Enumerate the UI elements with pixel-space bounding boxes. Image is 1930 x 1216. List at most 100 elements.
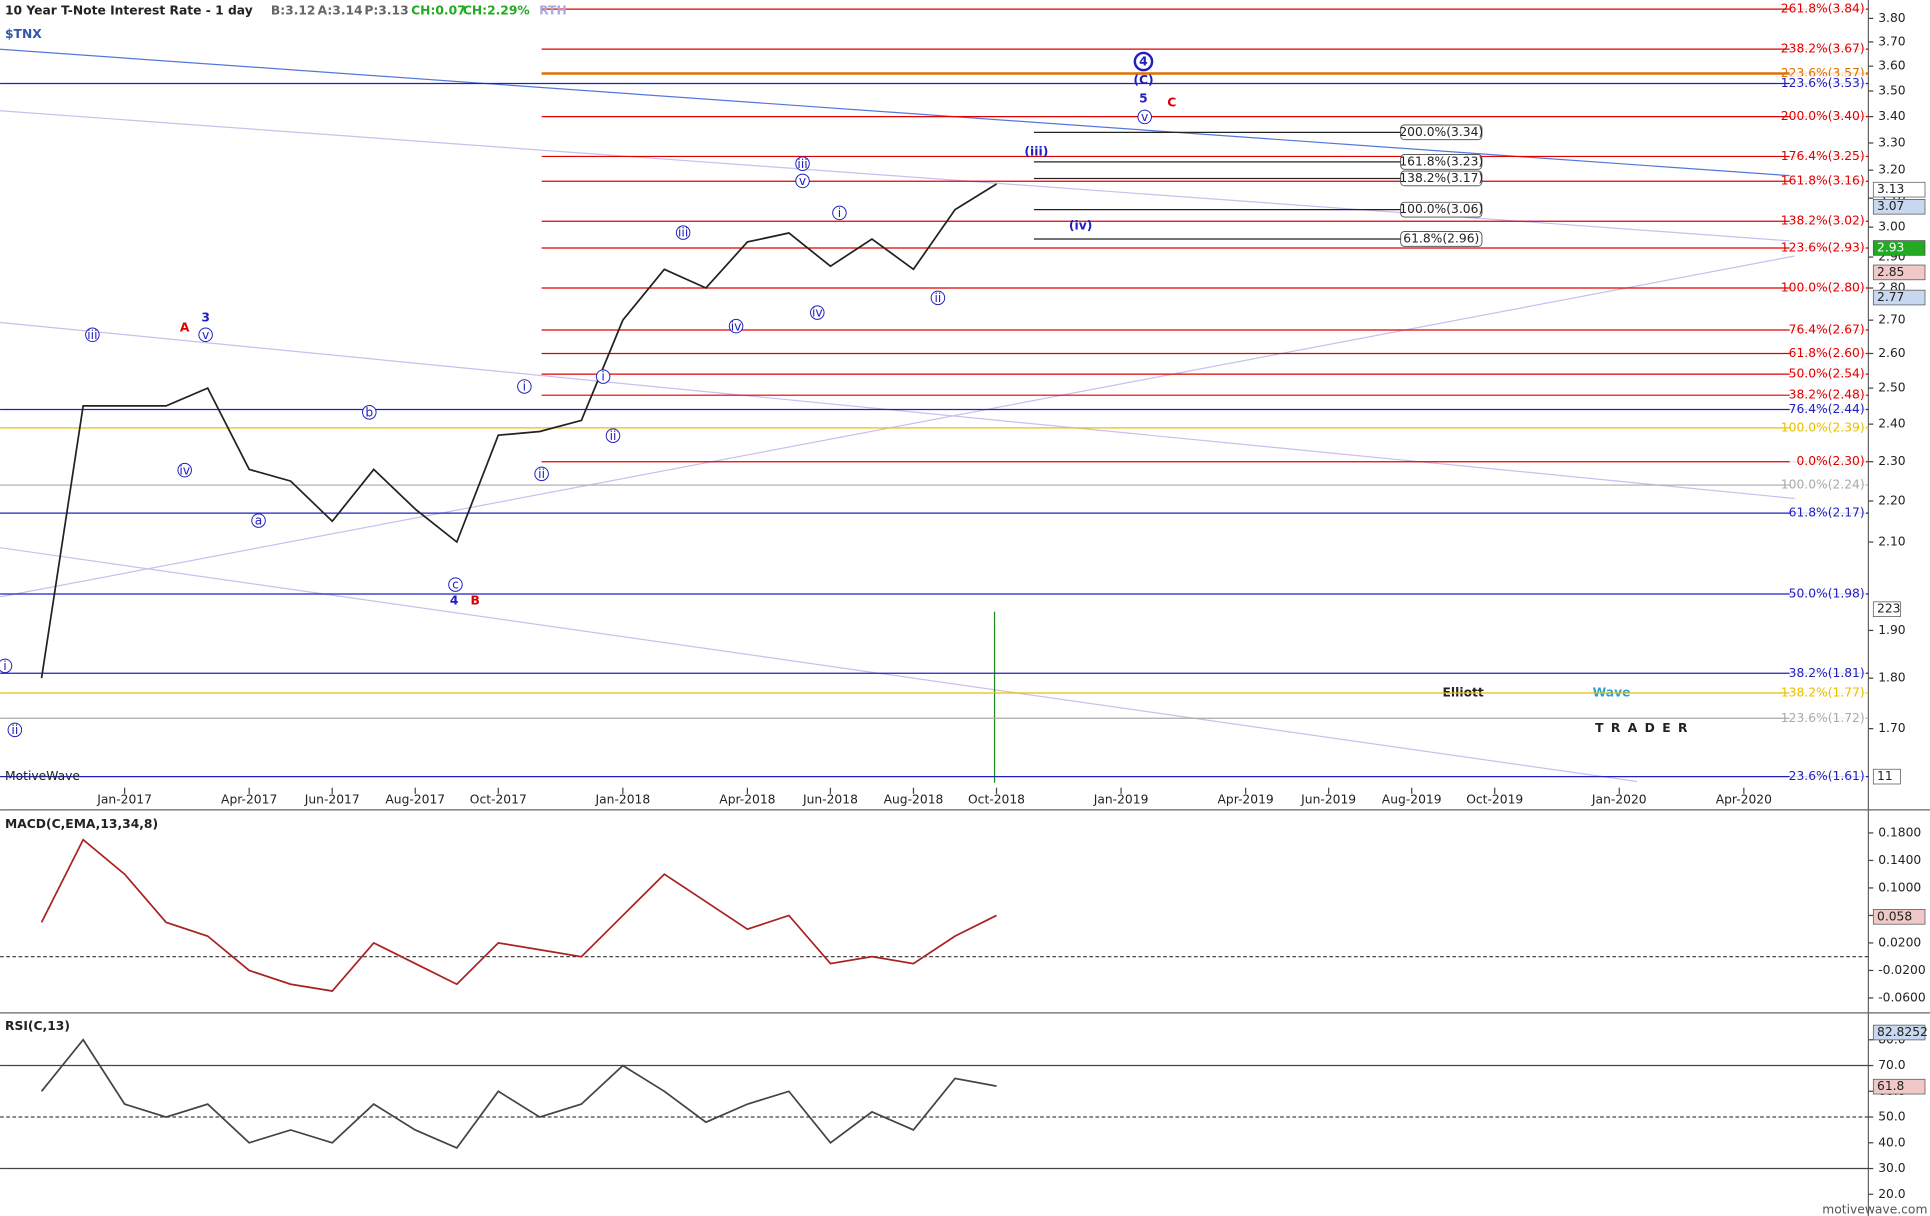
y-tick-label: 0.1400 (1878, 853, 1921, 867)
data-line (40, 1038, 997, 1150)
volume-badge: 11 (1877, 769, 1893, 783)
projection-box (1400, 124, 1483, 141)
price-badge: 61.8 (1877, 1079, 1904, 1093)
wave-label: iii (87, 328, 97, 342)
wave-label: ii (11, 723, 18, 737)
y-tick-label: 2.50 (1878, 381, 1905, 395)
x-tick-label: Jun-2018 (802, 792, 858, 806)
fib-label: 138.2%(1.77) (1781, 685, 1865, 699)
trend-line (0, 255, 1795, 598)
x-tick-label: Apr-2019 (1218, 792, 1274, 806)
y-tick-label: 2.10 (1878, 535, 1905, 549)
volume-badge-bg (1872, 768, 1901, 785)
wave-label: ii (610, 429, 617, 443)
wave-label: i (601, 370, 604, 384)
price-badge-bg (1872, 181, 1926, 198)
x-tick-label: Aug-2018 (884, 792, 944, 806)
wave-circle (728, 318, 744, 334)
y-tick-label: 1.80 (1878, 671, 1905, 685)
wave-circle (795, 173, 810, 189)
fib-label: 123.6%(2.93) (1781, 240, 1865, 254)
projection-label: 200.0%(3.34) (1399, 125, 1483, 139)
fib-label-bg (1789, 454, 1866, 470)
fib-label: 76.4%(2.44) (1789, 402, 1865, 416)
data-line (40, 838, 997, 992)
data-line (40, 183, 997, 679)
fib-label: 123.6%(3.53) (1781, 76, 1865, 90)
wave-label: c (452, 578, 459, 592)
y-tick-label: 3.30 (1878, 135, 1905, 149)
price-badge-bg (1872, 289, 1926, 306)
x-tick-label: Jan-2020 (1591, 792, 1647, 806)
x-tick-label: Apr-2020 (1716, 792, 1772, 806)
price-badge: 2.93 (1877, 240, 1904, 254)
wave-circle (832, 205, 847, 221)
wave-label: a (255, 514, 263, 528)
fib-label-bg (1789, 586, 1866, 602)
fib-label: 50.0%(1.98) (1789, 587, 1865, 601)
source-label: MotiveWave (5, 769, 80, 783)
y-tick-label: 20.0 (1878, 1187, 1905, 1201)
price-badge: 2.77 (1877, 290, 1904, 304)
wave-label: v (1141, 110, 1148, 124)
panel-title: MACD(C,EMA,13,34,8) (5, 817, 158, 831)
fib-label: 238.2%(3.67) (1781, 42, 1865, 56)
x-tick-label: Jan-2018 (594, 792, 650, 806)
price-badge-bg (1872, 909, 1926, 925)
wave-label: ii (935, 291, 942, 305)
fib-label: 38.2%(1.81) (1789, 666, 1865, 680)
y-tick-label: 3.60 (1878, 59, 1905, 73)
wave-label: b (365, 405, 373, 419)
fib-label-bg (1789, 420, 1866, 436)
fib-label: 161.8%(3.16) (1781, 174, 1865, 188)
x-tick-label: Aug-2017 (385, 792, 445, 806)
wave-label: (iii) (1024, 144, 1048, 158)
y-tick-label: 0.1800 (1878, 825, 1921, 839)
x-tick-label: Oct-2018 (968, 792, 1025, 806)
wave-label: C (1167, 95, 1176, 109)
wave-label: i (523, 380, 526, 394)
trend-lines (0, 48, 1795, 783)
fib-label: 100.0%(2.24) (1781, 478, 1865, 492)
wave-label: iii (797, 157, 807, 171)
fib-label-bg (1789, 76, 1866, 91)
price-badge-bg (1872, 198, 1926, 215)
x-tick-label: Oct-2017 (470, 792, 527, 806)
wave-label: i (3, 659, 6, 673)
volume-badge-bg (1872, 601, 1901, 617)
price-badge: 3.07 (1877, 199, 1904, 213)
x-tick-label: Jun-2017 (304, 792, 360, 806)
fib-label: 176.4%(3.25) (1781, 149, 1865, 163)
wave-label: v (799, 174, 806, 188)
price-badge: 3.13 (1877, 182, 1904, 196)
fib-label-bg (1789, 665, 1866, 681)
price-badge-bg (1872, 1024, 1926, 1041)
wave-circle (0, 658, 13, 674)
y-tick-label: 3.00 (1878, 220, 1905, 234)
trend-line (0, 48, 1795, 177)
quote-field: P:3.13 (364, 4, 408, 18)
projection-box (1400, 231, 1483, 247)
y-tick-label: 3.20 (1878, 163, 1905, 177)
fib-label: 200.0%(3.40) (1781, 109, 1865, 123)
fib-label: 61.8%(2.17) (1789, 506, 1865, 520)
price-badge: 0.058 (1877, 909, 1912, 923)
projection-label: 138.2%(3.17) (1399, 171, 1483, 185)
x-tick-label: Jan-2017 (96, 792, 152, 806)
y-tick-label: 2.60 (1878, 346, 1905, 360)
fib-label: 138.2%(3.02) (1781, 214, 1865, 228)
fib-label: 23.6%(1.61) (1789, 769, 1865, 783)
wave-circle (362, 405, 377, 420)
chart-subtitle: 10 Year T-Note Interest Rate - 1 day (5, 4, 253, 18)
wave-circle (605, 428, 621, 443)
trend-line (0, 547, 1638, 783)
y-tick-label: 3.40 (1878, 109, 1905, 123)
chart-title: $TNX (5, 27, 42, 41)
logo: Elliott Wave TRADER (1443, 685, 1688, 735)
projection-box (1400, 201, 1483, 218)
fib-label-bg (1789, 1, 1866, 17)
wave-label: A (180, 320, 190, 334)
fib-label-bg (1789, 280, 1866, 296)
wave-label: iv (812, 306, 823, 320)
